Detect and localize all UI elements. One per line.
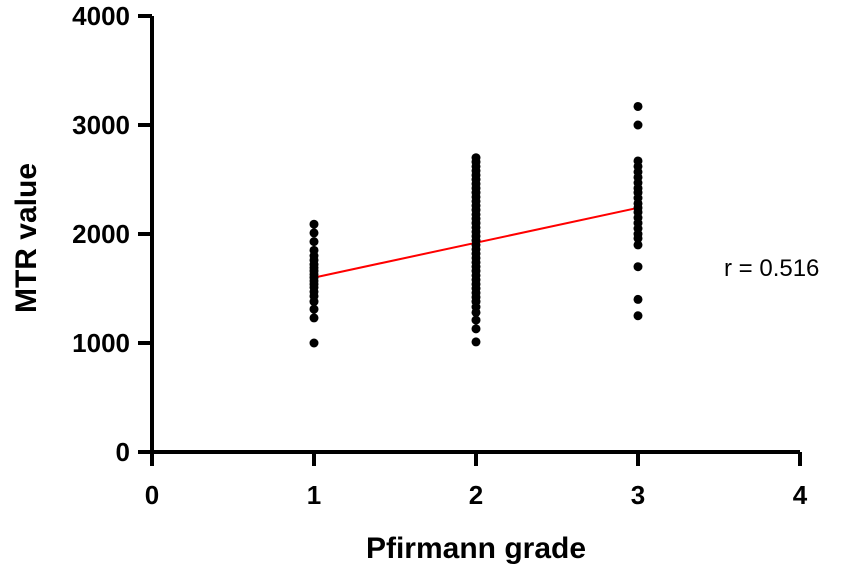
y-tick-label: 1000 — [72, 328, 130, 358]
data-point — [309, 313, 319, 323]
data-point — [633, 101, 643, 111]
axes: 0 1000 2000 3000 4000 0 1 2 3 4 — [72, 1, 808, 510]
y-tick-label: 0 — [116, 437, 130, 467]
data-point — [309, 338, 319, 348]
data-point — [309, 245, 319, 255]
data-point — [633, 156, 643, 166]
data-point — [309, 237, 319, 247]
y-tick-label: 2000 — [72, 219, 130, 249]
data-point — [633, 311, 643, 321]
x-tick-label: 0 — [145, 480, 159, 510]
data-point — [633, 240, 643, 250]
y-tick-label: 3000 — [72, 110, 130, 140]
x-axis-title: Pfirmann grade — [366, 532, 586, 565]
y-axis-title: MTR value — [10, 163, 43, 313]
x-tick-label: 4 — [793, 480, 808, 510]
data-point — [471, 337, 481, 347]
correlation-annotation: r = 0.516 — [724, 255, 819, 282]
data-point — [309, 304, 319, 314]
data-point — [633, 120, 643, 130]
data-point — [309, 219, 319, 229]
x-tick-label: 2 — [469, 480, 483, 510]
y-tick-label: 4000 — [72, 1, 130, 31]
data-point — [309, 228, 319, 238]
data-points — [309, 101, 643, 348]
data-point — [471, 153, 481, 163]
data-point — [633, 262, 643, 272]
data-point — [633, 294, 643, 304]
x-tick-label: 3 — [631, 480, 645, 510]
data-point — [471, 324, 481, 334]
data-point — [471, 315, 481, 325]
x-tick-label: 1 — [307, 480, 321, 510]
